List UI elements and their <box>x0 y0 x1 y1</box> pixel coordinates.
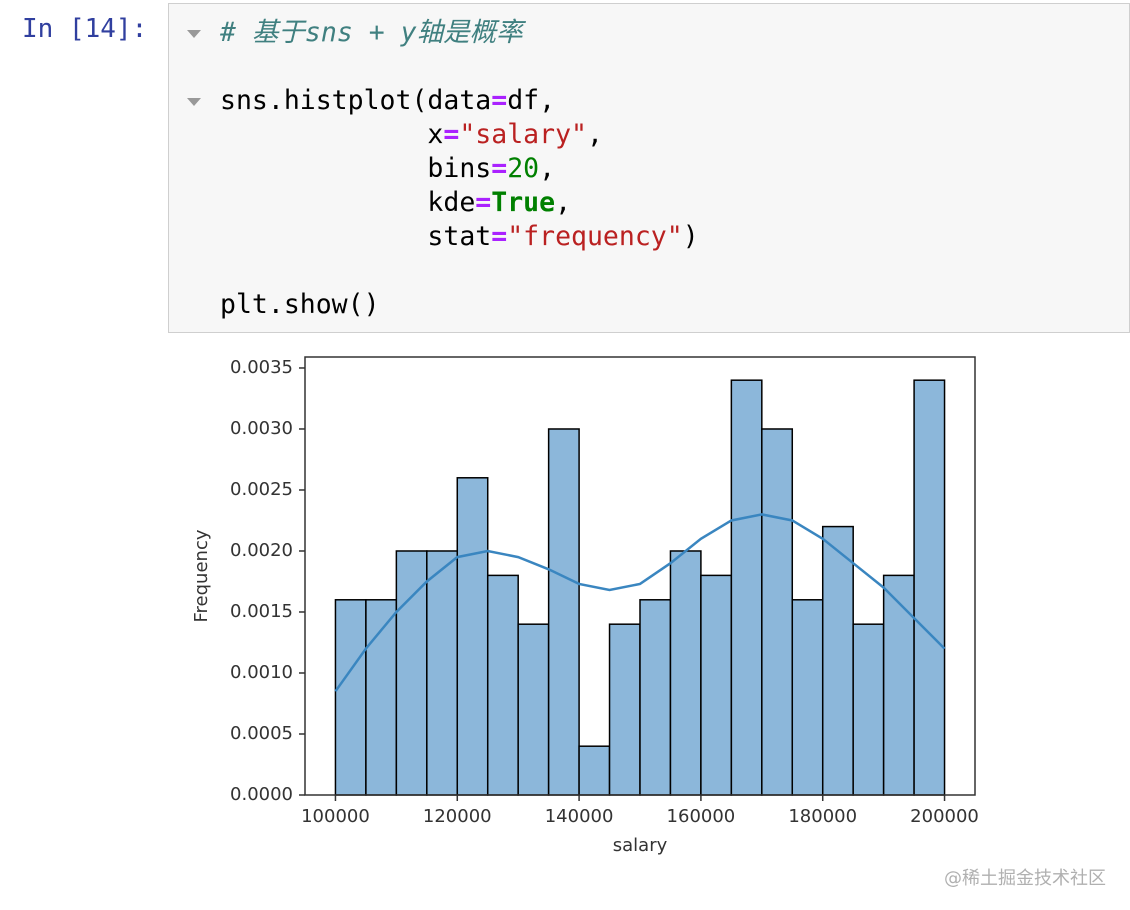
code-token: = <box>443 119 460 150</box>
code-token: bins <box>220 153 492 184</box>
code-token: "frequency" <box>507 221 683 252</box>
plot-frame <box>304 356 976 796</box>
y-tick-label: 0.0030 <box>230 418 293 439</box>
code-token: # 基于sns + y轴是概率 <box>220 17 523 48</box>
bar <box>882 574 915 796</box>
code-token: sns.histplot(data <box>220 85 492 116</box>
bar <box>730 379 763 796</box>
bar <box>700 574 733 796</box>
code-token: = <box>491 153 508 184</box>
bar <box>821 525 854 796</box>
bar <box>913 379 946 796</box>
code-token: 20 <box>507 153 540 184</box>
code-line: sns.histplot(data=df, <box>220 84 699 118</box>
code-line: # 基于sns + y轴是概率 <box>220 16 699 50</box>
code-line: stat="frequency") <box>220 220 699 254</box>
code-token: ) <box>682 221 699 252</box>
code-token: stat <box>220 221 492 252</box>
code-line: x="salary", <box>220 118 699 152</box>
y-tick-label: 0.0035 <box>230 357 293 378</box>
y-axis-label: Frequency <box>191 529 212 622</box>
cell-prompt: In [14]: <box>22 14 148 44</box>
x-tick-label: 140000 <box>545 806 614 827</box>
code-token: , <box>539 153 556 184</box>
x-axis-label: salary <box>613 835 668 856</box>
code-line: plt.show() <box>220 288 699 322</box>
code-token: "salary" <box>459 119 587 150</box>
code-token: , <box>586 119 603 150</box>
fold-arrow[interactable] <box>187 30 201 38</box>
y-tick-label: 0.0020 <box>230 540 293 561</box>
code-line: kde=True, <box>220 186 699 220</box>
y-tick-label: 0.0010 <box>230 662 293 683</box>
code-token: plt.show() <box>220 289 380 320</box>
bar <box>578 745 611 796</box>
y-tick-label: 0.0015 <box>230 601 293 622</box>
bar <box>547 428 580 796</box>
x-tick-label: 100000 <box>301 806 370 827</box>
bar <box>334 599 367 796</box>
x-tick-label: 200000 <box>910 806 979 827</box>
bar <box>608 623 641 796</box>
bar <box>486 574 519 796</box>
bar <box>456 477 489 796</box>
x-tick-label: 160000 <box>667 806 736 827</box>
bar <box>669 550 702 796</box>
y-tick-label: 0.0000 <box>230 784 293 805</box>
code-cell[interactable]: # 基于sns + y轴是概率 sns.histplot(data=df, x="… <box>168 3 1130 333</box>
bar <box>791 599 824 796</box>
x-tick-label: 120000 <box>423 806 492 827</box>
code-token: = <box>491 85 508 116</box>
code-token: True <box>491 187 556 218</box>
bar <box>639 599 672 796</box>
code-editor[interactable]: # 基于sns + y轴是概率 sns.histplot(data=df, x="… <box>220 16 699 322</box>
x-tick-label: 180000 <box>788 806 857 827</box>
kde-line <box>334 513 946 693</box>
fold-arrow[interactable] <box>187 98 201 106</box>
bar <box>426 550 459 796</box>
y-tick-label: 0.0025 <box>230 479 293 500</box>
code-token: x <box>220 119 444 150</box>
code-token: df, <box>507 85 556 116</box>
code-token: = <box>475 187 492 218</box>
bar <box>517 623 550 796</box>
watermark: @稀土掘金技术社区 <box>944 868 1106 889</box>
code-token: kde <box>220 187 476 218</box>
code-token: = <box>491 221 508 252</box>
bar <box>852 623 885 796</box>
code-token: , <box>555 187 572 218</box>
y-tick-label: 0.0005 <box>230 723 293 744</box>
code-line: bins=20, <box>220 152 699 186</box>
bar <box>761 428 794 796</box>
